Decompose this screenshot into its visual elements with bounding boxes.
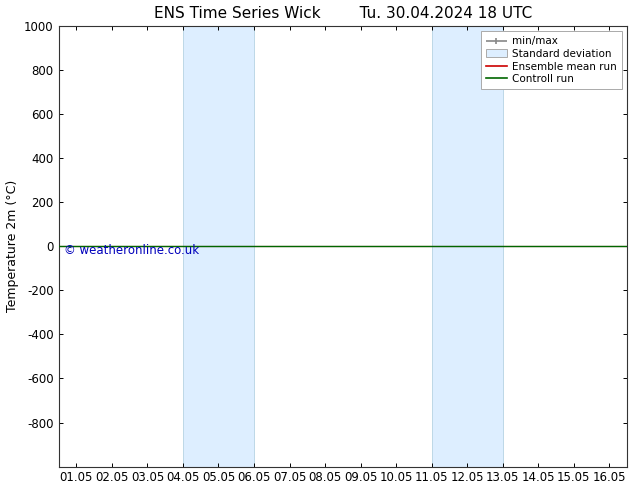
Text: © weatheronline.co.uk: © weatheronline.co.uk <box>64 244 200 257</box>
Legend: min/max, Standard deviation, Ensemble mean run, Controll run: min/max, Standard deviation, Ensemble me… <box>481 31 622 89</box>
Bar <box>183 26 254 466</box>
Bar <box>432 26 503 466</box>
Title: ENS Time Series Wick        Tu. 30.04.2024 18 UTC: ENS Time Series Wick Tu. 30.04.2024 18 U… <box>153 5 532 21</box>
Y-axis label: Temperature 2m (°C): Temperature 2m (°C) <box>6 180 18 312</box>
